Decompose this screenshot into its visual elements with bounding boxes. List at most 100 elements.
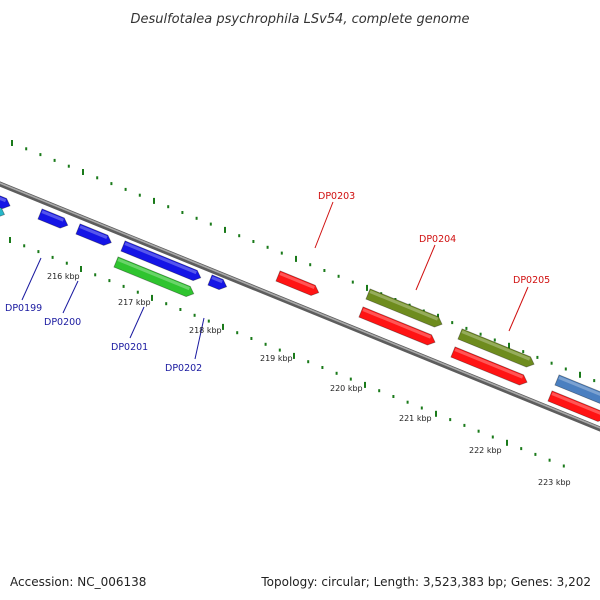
outer-tick-20 [295, 255, 297, 262]
inner-tick-2 [37, 250, 40, 254]
inner-tick-row [9, 237, 565, 468]
inner-tick-27 [392, 395, 395, 398]
gene-label-dp0205[interactable]: DP0205 [513, 275, 550, 286]
inner-tick-22 [321, 366, 324, 369]
gene-red-partial[interactable] [547, 390, 600, 424]
outer-tick-34 [493, 338, 496, 342]
outer-tick-3 [53, 158, 56, 162]
outer-tick-21 [309, 263, 312, 267]
gene-dp0203[interactable] [275, 270, 321, 298]
gene-label-dp0199[interactable]: DP0199 [5, 303, 42, 314]
inner-tick-25 [364, 381, 366, 388]
tick-label-223: 223 kbp [538, 478, 571, 487]
outer-tick-1 [25, 147, 28, 151]
gene-dp0204[interactable] [358, 306, 437, 347]
accession-text: Accession: NC_006138 [10, 575, 146, 589]
inner-tick-36 [520, 447, 523, 451]
inner-tick-5 [80, 266, 82, 272]
leader-dp0203 [314, 201, 334, 249]
leader-dp0200 [62, 280, 79, 314]
inner-tick-35 [506, 439, 508, 446]
inner-tick-29 [420, 406, 423, 410]
inner-tick-12 [179, 308, 182, 311]
gene-dp0205-olive[interactable] [457, 328, 536, 369]
inner-tick-31 [449, 418, 452, 422]
inner-tick-17 [250, 337, 253, 340]
inner-tick-24 [349, 377, 352, 381]
scale-labels: 216 kbp 217 kbp 218 kbp 219 kbp 220 kbp … [47, 272, 571, 487]
inner-tick-7 [108, 279, 111, 283]
outer-tick-35 [508, 342, 510, 349]
inner-tick-15 [222, 323, 224, 330]
inner-tick-10 [151, 294, 153, 301]
outer-tick-2 [39, 153, 42, 157]
outer-tick-13 [195, 216, 198, 220]
outer-tick-24 [351, 280, 354, 284]
tick-label-217: 217 kbp [118, 298, 151, 307]
gene-label-dp0203[interactable]: DP0203 [318, 191, 355, 202]
inner-tick-26 [378, 389, 381, 393]
inner-tick-37 [534, 452, 537, 456]
gene-dp0201[interactable] [120, 240, 203, 283]
gene-label-dp0200[interactable]: DP0200 [44, 317, 81, 328]
outer-tick-4 [67, 164, 70, 168]
tick-label-220: 220 kbp [330, 384, 363, 393]
leader-dp0204 [415, 244, 436, 291]
tick-label-216: 216 kbp [47, 272, 80, 281]
gene-dp0204-olive[interactable] [365, 288, 444, 329]
outer-tick-0 [11, 140, 13, 146]
gene-dp0202[interactable] [207, 274, 229, 292]
summary-text: Topology: circular; Length: 3,523,383 bp… [260, 575, 591, 589]
inner-tick-6 [94, 273, 97, 277]
inner-tick-8 [122, 284, 125, 288]
leader-dp0201 [129, 306, 145, 339]
gene-label-dp0204[interactable]: DP0204 [419, 234, 456, 245]
gene-blue-partial[interactable] [0, 190, 12, 211]
gene-label-dp0201[interactable]: DP0201 [111, 342, 148, 353]
inner-tick-33 [477, 429, 480, 433]
outer-tick-11 [167, 205, 170, 209]
gene-cyan-partial[interactable] [0, 201, 7, 220]
inner-tick-0 [9, 237, 11, 243]
gene-dp0205[interactable] [450, 346, 529, 387]
outer-tick-36 [522, 350, 525, 354]
outer-tick-22 [323, 269, 326, 272]
outer-tick-37 [536, 355, 539, 359]
outer-tick-5 [82, 169, 84, 175]
inner-tick-16 [236, 331, 239, 335]
inner-tick-38 [548, 458, 551, 462]
inner-tick-30 [435, 410, 437, 417]
inner-tick-28 [406, 400, 409, 404]
tick-label-219: 219 kbp [260, 354, 293, 363]
outer-tick-17 [252, 240, 255, 243]
inner-tick-21 [307, 360, 310, 364]
leader-dp0202 [194, 317, 205, 360]
outer-tick-23 [337, 274, 340, 278]
gene-label-dp0202[interactable]: DP0202 [165, 363, 202, 374]
gene-dp0200[interactable] [75, 223, 113, 248]
outer-tick-8 [124, 187, 127, 191]
inner-tick-32 [463, 423, 466, 427]
tick-label-218: 218 kbp [189, 326, 222, 335]
gene-steel-partial[interactable] [554, 374, 600, 408]
backbone [0, 181, 600, 432]
outer-tick-39 [564, 367, 567, 371]
inner-tick-3 [51, 255, 54, 259]
inner-tick-18 [264, 342, 267, 346]
label-leaders [21, 201, 529, 360]
gene-dp0201-green[interactable] [113, 256, 196, 299]
outer-tick-40 [579, 371, 581, 378]
outer-tick-6 [96, 176, 99, 180]
outer-tick-row [11, 140, 596, 383]
outer-tick-18 [266, 245, 269, 249]
outer-tick-38 [550, 361, 553, 365]
inner-tick-13 [193, 313, 196, 317]
inner-tick-9 [136, 290, 139, 294]
outer-tick-14 [209, 222, 212, 226]
gene-dp0199[interactable] [37, 208, 70, 231]
inner-tick-4 [65, 261, 68, 265]
outer-tick-19 [280, 251, 283, 255]
outer-tick-32 [465, 326, 468, 330]
